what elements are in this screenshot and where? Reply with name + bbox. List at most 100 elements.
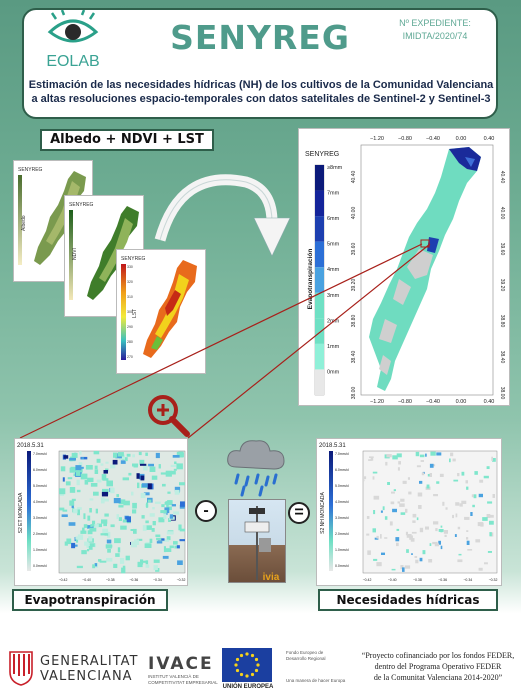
water-needs-label: Necesidades hídricas [318,589,498,611]
eolab-logo-text: EOLAB [46,53,99,70]
zoom-x-tick: −0.32 [489,578,498,582]
big-map-x-tick: −0.80 [398,399,412,405]
big-map-x-tick: 0.40 [484,136,495,142]
funding-quote: “Proyecto cofinanciado por los fondos FE… [358,650,518,683]
big-map-legend-swatch [315,241,324,268]
zoom-x-tick: −0.40 [388,578,397,582]
nh-map-x-ticks: −0.42 −0.40 −0.38 −0.36 −0.34 −0.32 [363,578,498,582]
lst-axis-label: LST [132,309,138,318]
big-map-legend-label: 0mm [327,369,340,375]
zoom-x-tick: −0.42 [59,578,68,582]
big-map-y-ticks: 40.40 40.00 39.60 39.20 38.80 38.40 38.00 [351,171,357,400]
ivace-logo: IVACE INSTITUT VALENCIÀ DE COMPETITIVITA… [148,654,218,686]
big-map-x-tick: −0.40 [426,136,440,142]
big-map-legend-label: ≥8mm [327,165,343,171]
lst-tick-label: 270 [127,355,133,359]
expediente-label: Nº EXPEDIENTE: [399,18,471,28]
expediente-value: IMIDTA/2020/74 [402,31,468,41]
big-map-legend-label: 3mm [327,293,340,299]
minus-operator: - [195,500,217,522]
big-map-legend-label: 6mm [327,216,340,222]
description-line-2: a altas resoluciones espacio-temporales … [31,93,491,105]
big-map-legend-label: 5mm [327,242,340,248]
big-map-y-tick: 39.60 [351,243,357,256]
evapotranspiration-map: −1.20 −0.80 −0.40 0.00 0.40 SENYREG ≥8mm 7mm 6… [298,128,510,406]
eolab-logo: EOLAB [36,9,110,70]
big-map-colorbar [315,165,324,395]
zoom-x-tick: −0.32 [177,578,186,582]
eu-fund-line-1: Fondo Europeo de [286,650,324,655]
zoom-legend-label: 2.0mm/d [33,532,47,536]
lst-tick-label: 330 [127,265,133,269]
rain-cloud-icon [227,440,285,497]
big-map-y-tick-right: 40.00 [499,207,505,220]
evapotranspiration-label: Evapotranspiración [12,589,168,611]
zoom-legend-label: 3.0mm/d [33,516,47,520]
albedo-axis-label: Albedo [21,215,27,231]
lst-colorbar-ticks: 330 320 310 300 290 280 270 [127,265,133,359]
big-map-y-tick: 38.00 [351,387,357,400]
nh-map-date: 2018.5.31 [319,443,346,449]
feder-info: Fondo Europeo de Desarrollo Regional Una… [286,650,350,684]
zoom-legend-label: 0.0mm/d [33,564,47,568]
eu-name: UNIÓN EUROPEA [222,684,274,690]
zoom-legend-label: 6.0mm/d [335,468,349,472]
big-map-x-tick: 0.00 [456,399,467,405]
et-map-field-pattern [59,451,186,574]
big-map-y-tick-right: 40.40 [499,171,505,184]
zoom-x-tick: −0.40 [82,578,91,582]
lst-tick-label: 290 [127,325,133,329]
big-map-x-tick: −1.20 [370,136,384,142]
big-map-legend-swatch [315,267,324,293]
generalitat-logo: GENERALITAT VALENCIANA [40,654,138,684]
ivia-label: ivia [263,572,280,583]
zoom-x-tick: −0.34 [463,578,472,582]
big-map-legend-swatch [315,190,324,217]
big-map-y-tick: 38.40 [351,351,357,364]
et-map-date: 2018.5.31 [17,443,44,449]
eu-flag-icon [222,648,272,682]
quote-line-1: “Proyecto cofinanciado por los fondos FE… [361,651,515,660]
expediente: Nº EXPEDIENTE: IMIDTA/2020/74 [380,17,490,43]
description-line-1: Estimación de las necesidades hídricas (… [28,79,494,91]
big-map-x-ticks-top: −1.20 −0.80 −0.40 0.00 0.40 [370,136,494,142]
ivace-sub-2: COMPETITIVITAT EMPRESARIAL [148,680,218,685]
big-map-y-ticks-right: 40.40 40.00 39.60 39.20 38.80 38.40 38.00 [499,171,505,400]
generalitat-line-2: VALENCIANA [40,669,133,684]
big-map-y-tick-right: 39.60 [499,243,505,256]
page-title: SENYREG [170,18,350,57]
zoom-legend-label: 7.0mm/d [33,452,47,456]
big-map-x-tick: −0.40 [426,399,440,405]
ndvi-map-title: SENYREG [69,202,94,208]
big-map-legend-swatch [315,318,324,344]
lst-map-title: SENYREG [121,256,146,262]
generalitat-line-1: GENERALITAT [40,654,139,669]
big-map-y-tick: 40.40 [351,171,357,184]
ivace-sub-1: INSTITUT VALENCIÀ DE [148,674,199,679]
eu-motto: Una manera de hacer Europa [286,678,346,683]
magnifier-icon [148,395,190,437]
et-map-side-label: S2 ET MONCADA [18,492,24,533]
big-map-y-tick: 38.80 [351,315,357,328]
ndvi-axis-label: NDVI [72,248,78,260]
et-map-x-ticks: −0.42 −0.40 −0.38 −0.36 −0.34 −0.32 [59,578,186,582]
big-map-x-tick: −1.20 [370,399,384,405]
zoom-legend-label: 1.0mm/d [335,548,349,552]
weather-station-photo: ivia [228,499,286,583]
big-map-y-tick-right: 38.40 [499,351,505,364]
et-moncada-map: 2018.5.31 S2 ET MONCADA 7.0mm/d 6.0mm/d 5.… [14,438,188,586]
big-map-legend-swatch [315,165,324,191]
big-map-legend-label: 7mm [327,191,340,197]
big-map-y-tick-right: 38.80 [499,315,505,328]
header-card [22,8,498,119]
zoom-x-tick: −0.38 [413,578,422,582]
zoom-legend-label: 3.0mm/d [335,516,349,520]
lst-map: SENYREG 330 320 310 300 290 280 270 LST [116,249,206,374]
big-map-legend-label: 1mm [327,344,340,350]
zoom-legend-label: 2.0mm/d [335,532,349,536]
generalitat-shield-icon [9,651,33,686]
big-map-title: SENYREG [305,151,339,158]
zoom-legend-label: 1.0mm/d [33,548,47,552]
big-map-x-tick: 0.40 [484,399,495,405]
